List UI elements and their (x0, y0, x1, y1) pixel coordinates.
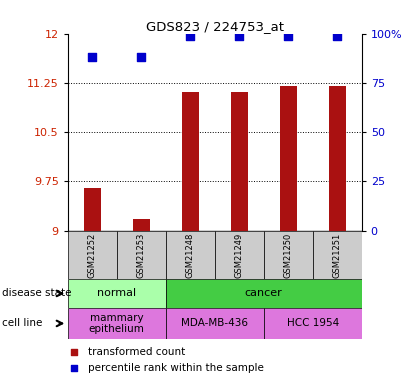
Bar (68, 279, 166, 308)
Point (187, 33, 194, 39)
Text: GSM21248: GSM21248 (186, 232, 195, 278)
Text: GSM21249: GSM21249 (235, 232, 244, 278)
Point (70, 349, 77, 355)
Point (70, 365, 77, 371)
Point (138, 54, 145, 60)
Bar (264, 231, 313, 279)
Bar (329, 86, 346, 231)
Point (285, 33, 291, 39)
Bar (182, 92, 199, 231)
Bar (166, 231, 215, 279)
Text: normal: normal (97, 288, 136, 298)
Bar (117, 231, 166, 279)
Title: GDS823 / 224753_at: GDS823 / 224753_at (146, 20, 284, 33)
Bar (215, 231, 264, 279)
Bar (264, 308, 362, 339)
Bar (166, 308, 264, 339)
Bar (68, 308, 166, 339)
Point (334, 33, 340, 39)
Point (89, 54, 96, 60)
Bar (231, 92, 248, 231)
Text: GSM21252: GSM21252 (88, 232, 97, 278)
Text: GSM21251: GSM21251 (332, 232, 342, 278)
Text: mammary
epithelium: mammary epithelium (89, 313, 145, 334)
Text: cancer: cancer (245, 288, 283, 298)
Bar (279, 86, 297, 231)
Text: transformed count: transformed count (88, 346, 186, 357)
Text: GSM21253: GSM21253 (137, 232, 146, 278)
Text: cell line: cell line (2, 318, 42, 328)
Point (236, 33, 242, 39)
Text: HCC 1954: HCC 1954 (286, 318, 339, 328)
Text: MDA-MB-436: MDA-MB-436 (181, 318, 248, 328)
Bar (313, 231, 362, 279)
Text: disease state: disease state (2, 288, 72, 298)
Bar (84, 188, 101, 231)
Bar (68, 231, 117, 279)
Bar (133, 219, 150, 231)
Text: percentile rank within the sample: percentile rank within the sample (88, 363, 264, 374)
Text: GSM21250: GSM21250 (284, 232, 293, 278)
Bar (166, 279, 362, 308)
